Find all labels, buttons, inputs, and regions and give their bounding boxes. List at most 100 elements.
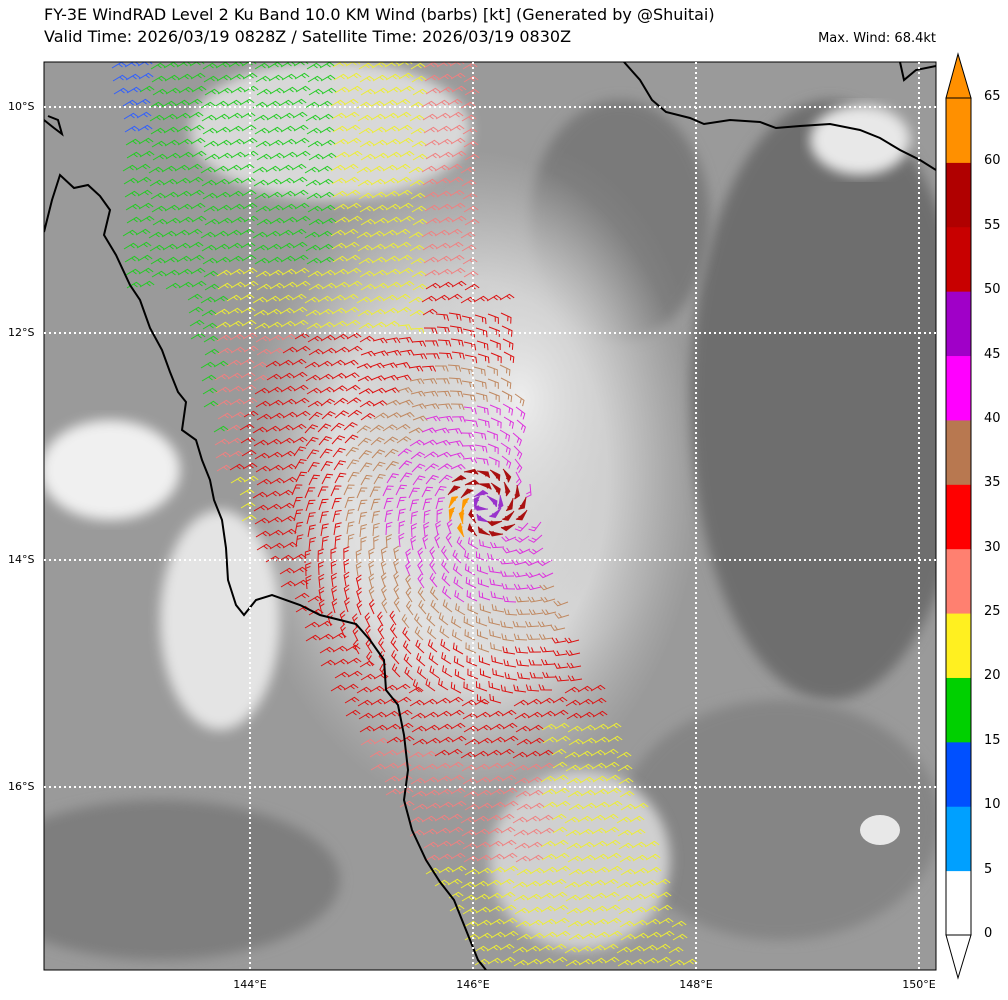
wind-barb (330, 572, 337, 588)
wind-barb (411, 270, 427, 278)
wind-barb (395, 362, 411, 368)
wind-barb (540, 596, 556, 603)
wind-barb (269, 477, 285, 485)
wind-barb (372, 204, 388, 212)
wind-barb (464, 563, 476, 576)
wind-barb (490, 352, 502, 364)
wind-barb (447, 485, 461, 496)
wind-barb (405, 587, 413, 603)
wind-barb (513, 829, 529, 837)
wind-barb (501, 633, 515, 642)
wind-barb (581, 932, 597, 940)
wind-barb (307, 400, 323, 408)
wind-barb (467, 537, 479, 550)
wind-barb (278, 164, 294, 172)
wind-barb (292, 111, 308, 119)
wind-barb (343, 98, 359, 106)
wind-barb (409, 114, 425, 122)
wind-barb (539, 762, 555, 770)
wind-barb (436, 190, 452, 198)
wind-barb (580, 854, 596, 862)
wind-barb (434, 99, 450, 107)
wind-barb (512, 946, 528, 954)
wind-barb (334, 151, 350, 159)
wind-barb (500, 891, 516, 899)
wind-barb (358, 127, 374, 135)
wind-barb (372, 724, 388, 732)
wind-barb (461, 179, 477, 187)
wind-barb (489, 578, 503, 587)
wind-barb (405, 561, 411, 577)
wind-barb (476, 513, 490, 523)
wind-barb (593, 918, 609, 926)
wind-barb (402, 627, 411, 642)
wind-barb (360, 474, 373, 486)
wind-barb (633, 932, 649, 940)
wind-barb (474, 893, 490, 901)
wind-barb (360, 350, 376, 357)
wind-barb (369, 424, 385, 433)
wind-barb (606, 852, 622, 860)
wind-barb (191, 150, 207, 158)
wind-barb (267, 386, 283, 394)
wind-barb (578, 958, 594, 966)
wind-barb (527, 646, 542, 653)
wind-barb (463, 725, 479, 733)
wind-barb (148, 166, 164, 174)
wind-barb (122, 164, 138, 172)
wind-barb (658, 917, 674, 925)
wind-barb (475, 841, 491, 849)
wind-barb (411, 205, 427, 213)
wind-barb (502, 646, 516, 655)
wind-barb (268, 529, 284, 537)
wind-barb (515, 596, 530, 603)
wind-barb (294, 592, 310, 600)
wind-barb (442, 586, 452, 600)
wind-barb (497, 494, 504, 510)
wind-barb (358, 257, 374, 265)
wind-barb (255, 335, 271, 343)
wind-barb (318, 436, 332, 446)
wind-barb (282, 216, 298, 224)
wind-barb (442, 599, 453, 613)
wind-barb (656, 956, 672, 964)
wind-barb (321, 87, 337, 95)
wind-barb (566, 712, 582, 720)
wind-barb (253, 374, 269, 382)
wind-barb (343, 683, 359, 691)
wind-barb (453, 655, 465, 668)
lon-label-146e: 146°E (456, 978, 490, 991)
wind-barb (227, 242, 243, 250)
chart-title: FY-3E WindRAD Level 2 Ku Band 10.0 KM Wi… (44, 5, 715, 24)
wind-barb (645, 918, 661, 926)
wind-barb (476, 629, 489, 640)
wind-barb (200, 231, 216, 239)
wind-barb (580, 919, 596, 927)
wind-barb (359, 524, 368, 538)
wind-barb (200, 166, 216, 174)
wind-barb (124, 125, 140, 133)
wind-barb (411, 463, 426, 473)
wind-barb (456, 522, 465, 538)
wind-barb (488, 565, 502, 574)
wind-barb (411, 790, 427, 798)
wind-barb (334, 216, 350, 224)
wind-barb (366, 651, 374, 667)
wind-barb (452, 549, 462, 564)
wind-barb (152, 88, 168, 96)
wind-barb (477, 737, 493, 745)
wind-barb (579, 711, 595, 719)
wind-barb (371, 510, 381, 524)
wind-barb (371, 256, 387, 264)
wind-barb (450, 463, 466, 470)
wind-barb (202, 127, 218, 135)
wind-barb (553, 709, 569, 717)
wind-barb (486, 365, 498, 376)
lat-label-14s: 14°S (8, 553, 35, 566)
wind-barb (657, 904, 673, 912)
wind-barb (434, 533, 441, 549)
wind-barb (396, 111, 412, 119)
wind-barb (633, 867, 649, 875)
wind-barb (256, 218, 272, 226)
wind-barb (268, 464, 284, 472)
